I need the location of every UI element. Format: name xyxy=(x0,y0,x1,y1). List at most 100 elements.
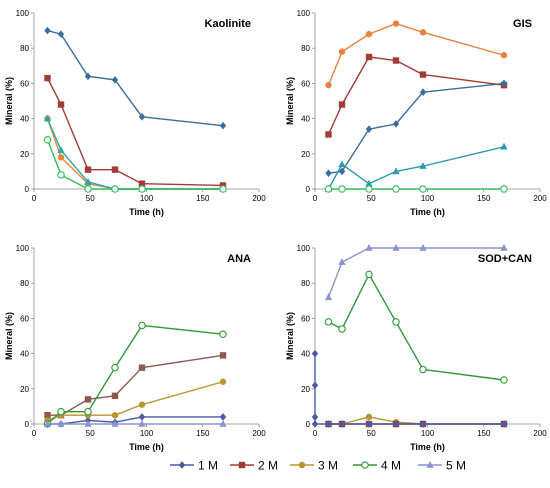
data-point xyxy=(338,167,346,176)
legend-entry: 1 M xyxy=(170,459,218,473)
series-line xyxy=(314,353,504,425)
data-point xyxy=(84,72,92,81)
x-tick-label: 100 xyxy=(421,429,435,438)
data-point xyxy=(419,420,427,428)
x-tick-label: 200 xyxy=(252,429,266,438)
y-tick-label: 60 xyxy=(20,314,29,323)
data-point xyxy=(338,160,346,168)
data-point xyxy=(325,169,332,177)
legend-label: 1 M xyxy=(198,459,218,473)
data-point xyxy=(57,171,65,179)
series-5 xyxy=(324,185,508,193)
data-point xyxy=(500,142,508,150)
series-3 xyxy=(325,413,508,428)
legend-label: 5 M xyxy=(446,459,466,473)
data-point xyxy=(365,185,373,193)
legend-marker xyxy=(238,461,246,469)
data-point xyxy=(365,270,373,279)
data-point xyxy=(500,420,508,428)
panel-title: ANA xyxy=(227,253,251,265)
y-tick-label: 100 xyxy=(16,244,30,253)
data-point xyxy=(338,325,346,333)
data-point xyxy=(392,420,400,428)
series-2 xyxy=(44,352,227,419)
series-1 xyxy=(44,26,227,130)
data-point xyxy=(219,413,227,421)
data-point xyxy=(219,185,227,193)
data-point xyxy=(324,318,333,326)
y-tick-label: 60 xyxy=(301,314,310,323)
x-tick-label: 200 xyxy=(252,194,266,203)
data-point xyxy=(138,321,146,330)
series-4 xyxy=(324,142,508,192)
data-point xyxy=(84,177,92,185)
x-tick-label: 150 xyxy=(477,429,491,438)
series-line xyxy=(328,82,505,174)
x-tick-label: 100 xyxy=(140,429,154,438)
series-5 xyxy=(311,349,508,428)
y-tick-label: 80 xyxy=(301,279,310,288)
y-tick-label: 100 xyxy=(297,244,311,253)
series-4 xyxy=(43,321,227,428)
data-point xyxy=(57,420,65,427)
legend-entry: 4 M xyxy=(353,459,401,473)
series-line xyxy=(46,139,223,190)
chart-panel-3: 0 20 40 60 80 100 0 50 100 150 200 Time (h) Mineral … xyxy=(4,244,266,452)
data-point xyxy=(311,381,319,390)
series-5 xyxy=(43,135,227,193)
data-point xyxy=(392,185,400,193)
legend-marker xyxy=(298,461,306,469)
x-tick-label: 200 xyxy=(533,194,547,203)
series-line xyxy=(47,381,224,422)
series-2 xyxy=(324,270,508,384)
x-tick-label: 150 xyxy=(196,429,210,438)
y-tick-label: 60 xyxy=(301,79,310,88)
data-point xyxy=(392,167,400,175)
data-point xyxy=(325,131,332,138)
data-point xyxy=(219,352,227,359)
data-point xyxy=(111,185,119,193)
chart-panel-1: 0 20 40 60 80 100 0 50 100 150 200 Time (h) Mineral … xyxy=(4,9,266,217)
series-line xyxy=(328,273,505,381)
y-tick-label: 0 xyxy=(25,185,30,194)
data-point xyxy=(365,30,373,38)
data-point xyxy=(338,258,346,265)
data-point xyxy=(419,162,427,169)
data-point xyxy=(325,81,332,89)
x-tick-label: 50 xyxy=(86,429,95,438)
data-point xyxy=(500,376,508,384)
series-line xyxy=(46,77,224,187)
series-line xyxy=(327,146,505,190)
data-point xyxy=(111,76,119,84)
y-tick-label: 80 xyxy=(20,279,29,288)
data-point xyxy=(338,420,346,428)
x-tick-label: 0 xyxy=(313,194,318,203)
chart-panel-4: 0 20 40 60 80 100 0 50 100 150 200 Time (h) Mineral … xyxy=(285,244,547,452)
y-tick-label: 40 xyxy=(20,350,29,359)
y-tick-label: 100 xyxy=(16,9,30,18)
legend-label: 2 M xyxy=(258,459,278,473)
series-1 xyxy=(325,20,508,89)
data-point xyxy=(111,420,119,427)
y-axis-title: Mineral (%) xyxy=(4,77,14,125)
legend-label: 3 M xyxy=(318,459,338,473)
series-3 xyxy=(325,79,508,177)
data-point xyxy=(365,53,373,61)
series-line xyxy=(46,118,223,190)
data-point xyxy=(324,293,333,301)
data-point xyxy=(43,135,52,144)
y-tick-label: 100 xyxy=(297,9,311,18)
data-point xyxy=(365,179,373,187)
x-tick-label: 100 xyxy=(421,194,435,203)
x-tick-label: 150 xyxy=(477,194,491,203)
y-tick-label: 80 xyxy=(20,44,29,53)
legend-entry: 5 M xyxy=(418,459,466,473)
data-point xyxy=(84,396,92,403)
y-tick-label: 80 xyxy=(301,44,310,53)
data-point xyxy=(43,420,52,427)
legend-marker xyxy=(178,461,186,469)
data-point xyxy=(500,185,508,193)
data-point xyxy=(365,125,373,133)
data-point xyxy=(44,412,51,419)
data-point xyxy=(84,420,92,427)
